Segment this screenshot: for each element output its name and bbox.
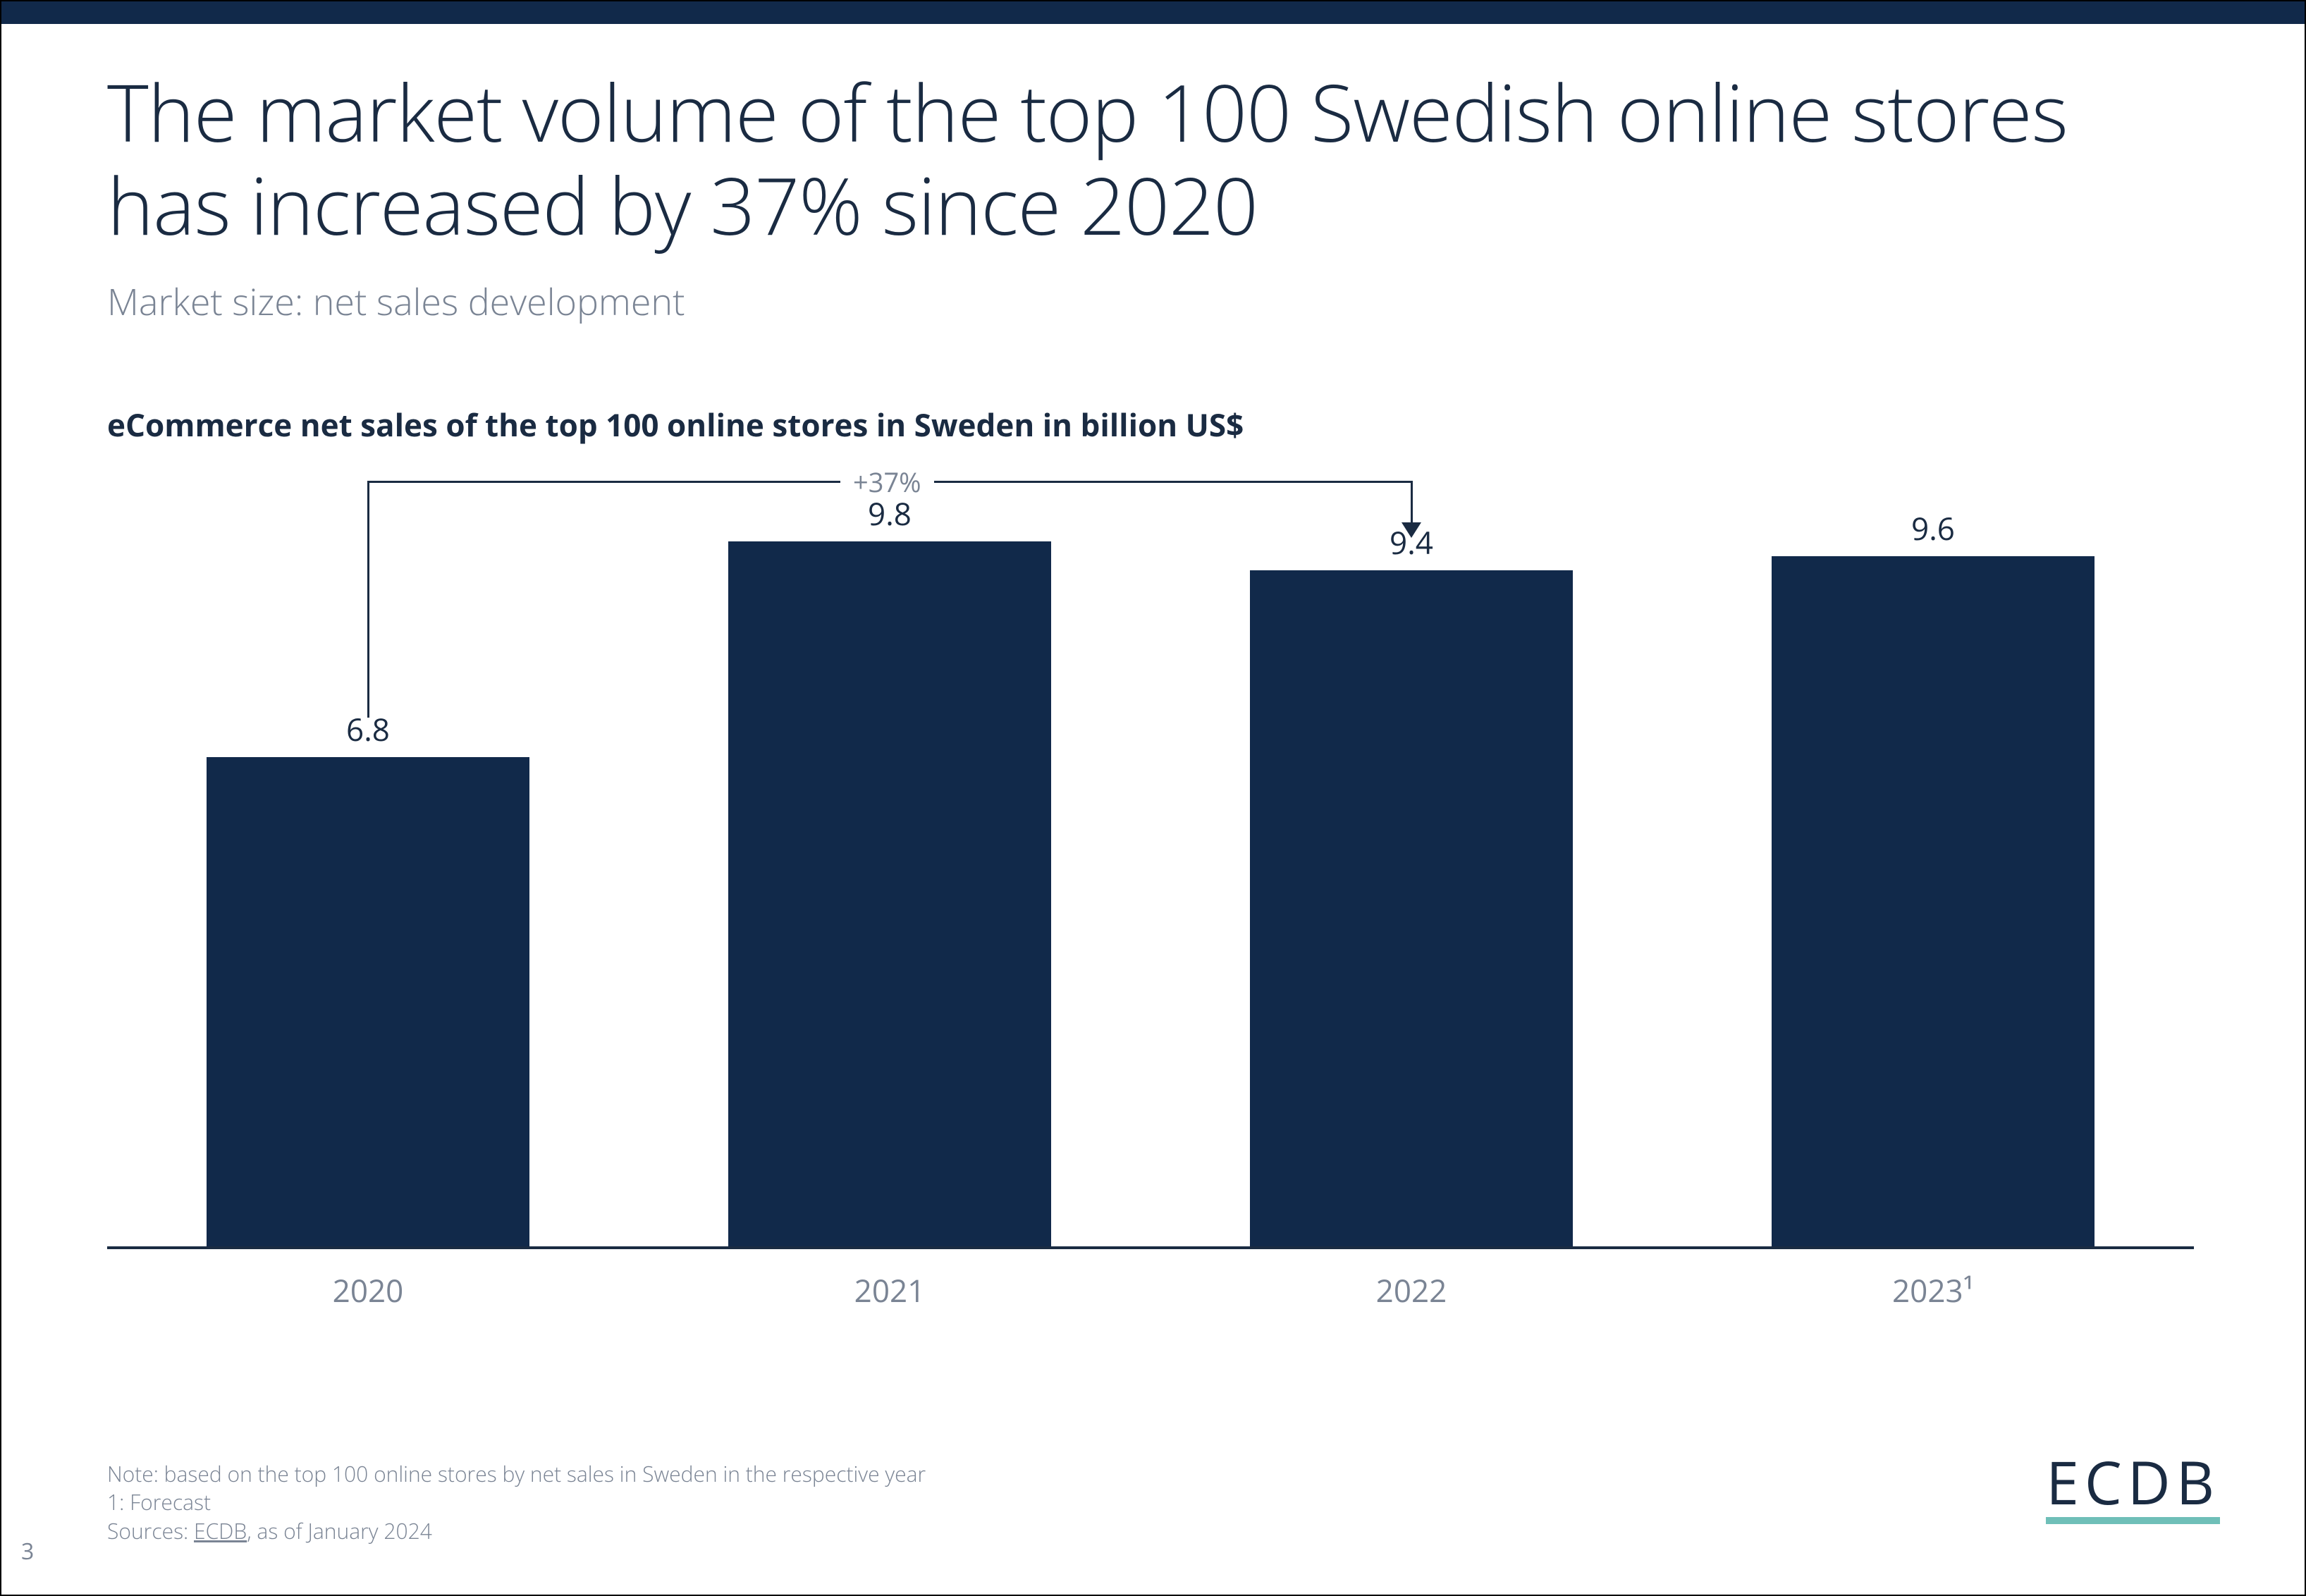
sources-link[interactable]: ECDB	[194, 1516, 247, 1545]
x-axis-label: 2021	[728, 1269, 1052, 1311]
callout-label: +37%	[840, 464, 934, 501]
x-axis-label: 2022	[1250, 1269, 1574, 1311]
bar	[1250, 570, 1574, 1246]
logo-text: ECDB	[2046, 1452, 2220, 1511]
bar-value-label: 9.6	[1772, 512, 2095, 544]
arrowhead-icon	[1402, 522, 1421, 538]
footnote-forecast: 1: Forecast	[107, 1488, 926, 1517]
plot-area: 6.820209.820219.420229.62023¹+37%	[107, 530, 2194, 1249]
footnote-note: Note: based on the top 100 online stores…	[107, 1460, 926, 1489]
bar-value-label: 6.8	[207, 713, 530, 744]
bar	[207, 757, 530, 1246]
slide-title: The market volume of the top 100 Swedish…	[107, 65, 2199, 251]
logo: ECDB	[2046, 1452, 2220, 1524]
bar	[728, 541, 1052, 1246]
bar-chart: 6.820209.820219.420229.62023¹+37%	[107, 453, 2194, 1313]
bar-value-label: 9.8	[728, 498, 1052, 529]
sources-suffix: , as of January 2024	[247, 1516, 432, 1545]
x-axis-label: 2020	[207, 1269, 530, 1311]
footnotes: Note: based on the top 100 online stores…	[107, 1460, 926, 1546]
sources-prefix: Sources:	[107, 1516, 194, 1545]
page-number: 3	[21, 1536, 34, 1566]
slide: The market volume of the top 100 Swedish…	[0, 0, 2306, 1596]
footnote-sources: Sources: ECDB, as of January 2024	[107, 1517, 926, 1546]
chart-title: eCommerce net sales of the top 100 onlin…	[107, 403, 1244, 446]
callout-line	[367, 481, 369, 718]
callout-line	[1411, 481, 1413, 524]
slide-subtitle: Market size: net sales development	[107, 276, 685, 326]
x-axis-label: 2023¹	[1772, 1269, 2095, 1311]
top-accent-bar	[1, 1, 2305, 24]
bar	[1772, 556, 2095, 1246]
